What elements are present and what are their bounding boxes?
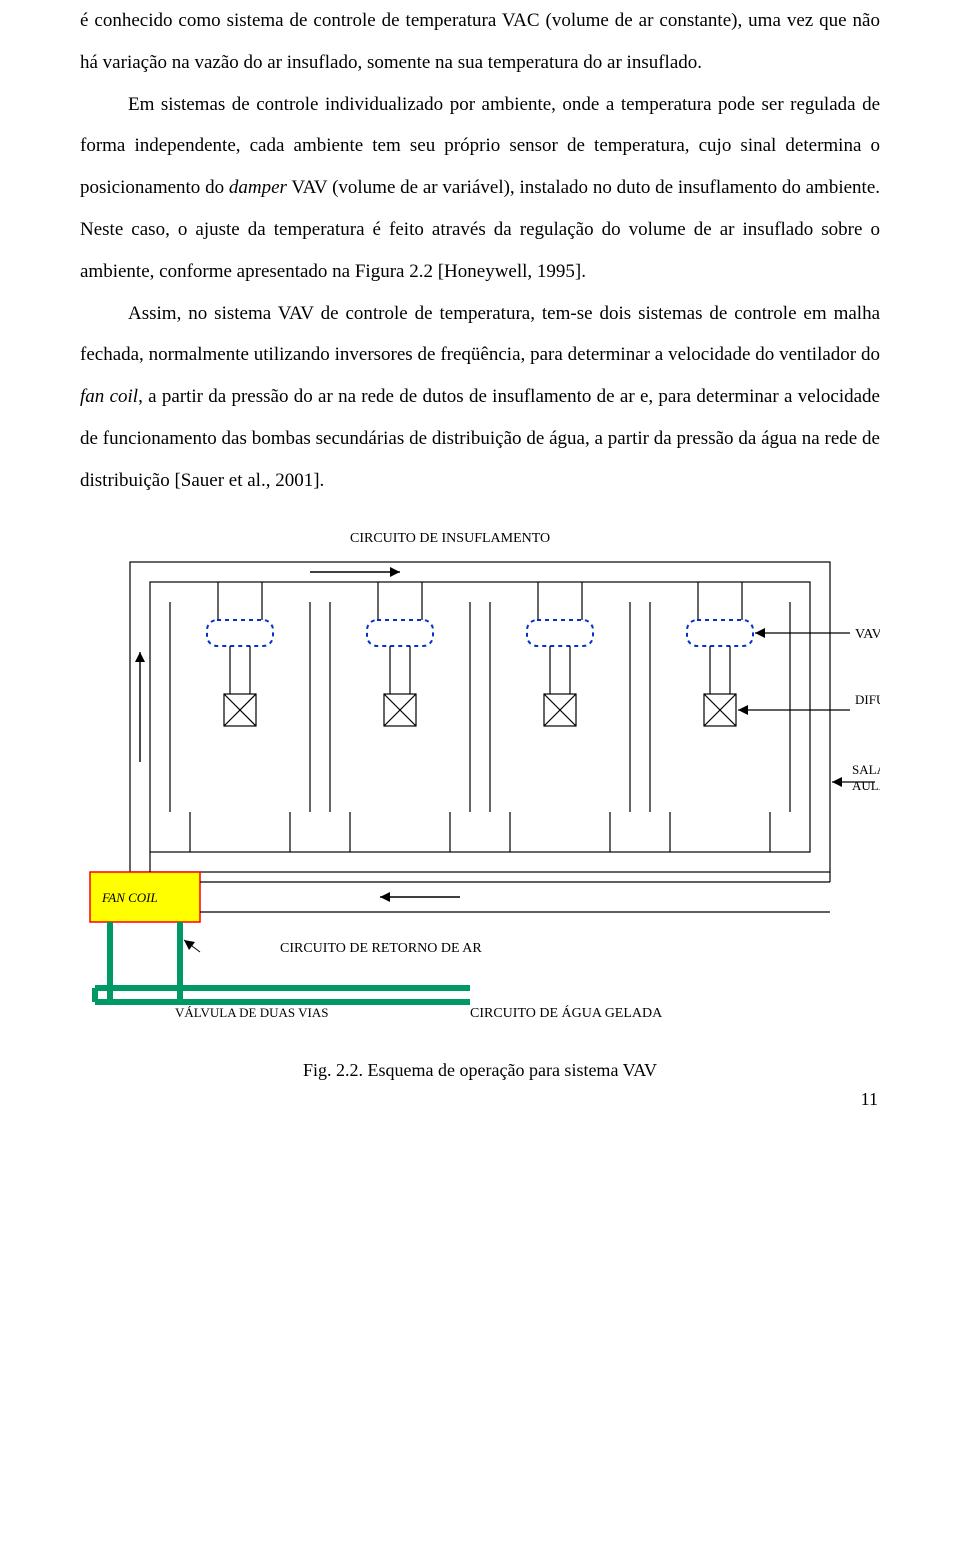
vav-diagram: CIRCUITO DE INSUFLAMENTO VAV DIFUSORES SALA… xyxy=(80,512,880,1032)
svg-text:SALAS DE: SALAS DE xyxy=(852,762,880,777)
svg-text:CIRCUITO DE RETORNO DE AR: CIRCUITO DE RETORNO DE AR xyxy=(280,941,482,956)
paragraph-2: Em sistemas de controle individualizado … xyxy=(80,84,880,293)
p2-italic-damper: damper xyxy=(229,177,287,198)
p1-text: é conhecido como sistema de controle de … xyxy=(80,10,880,73)
svg-text:FAN COIL: FAN COIL xyxy=(101,890,158,905)
page-number: 11 xyxy=(80,1089,880,1110)
svg-text:DIFUSORES: DIFUSORES xyxy=(855,692,880,707)
figure-caption: Fig. 2.2. Esquema de operação para siste… xyxy=(80,1060,880,1081)
diagram-container: CIRCUITO DE INSUFLAMENTO VAV DIFUSORES SALA… xyxy=(80,512,880,1032)
svg-text:CIRCUITO DE INSUFLAMENTO: CIRCUITO DE INSUFLAMENTO xyxy=(350,531,550,546)
svg-text:VAV: VAV xyxy=(855,627,880,642)
svg-text:CIRCUITO DE ÁGUA GELADA: CIRCUITO DE ÁGUA GELADA xyxy=(470,1004,663,1021)
svg-text:VÁLVULA DE DUAS VIAS: VÁLVULA DE DUAS VIAS xyxy=(175,1005,329,1020)
paragraph-1: é conhecido como sistema de controle de … xyxy=(80,0,880,84)
p3-text-2: , a partir da pressão do ar na rede de d… xyxy=(80,386,880,491)
svg-text:AULA: AULA xyxy=(852,778,880,793)
p3-text-1: Assim, no sistema VAV de controle de tem… xyxy=(80,303,880,366)
page: é conhecido como sistema de controle de … xyxy=(0,0,960,1150)
p3-italic-fancoil: fan coil xyxy=(80,386,138,407)
paragraph-3: Assim, no sistema VAV de controle de tem… xyxy=(80,293,880,502)
